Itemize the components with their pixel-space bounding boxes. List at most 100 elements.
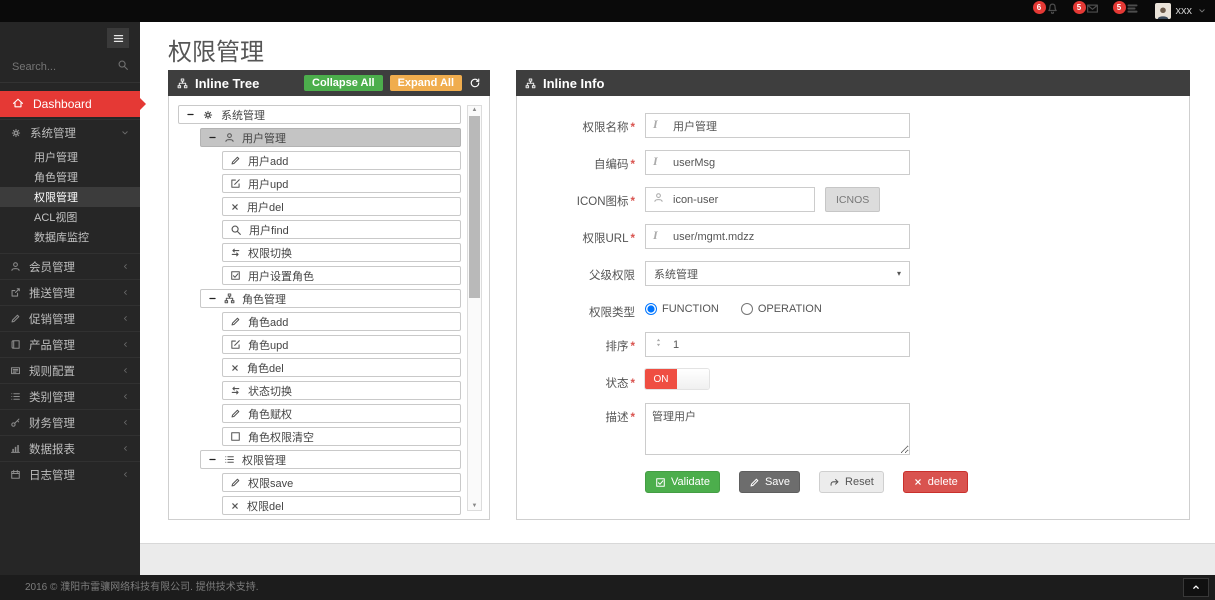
tree-node[interactable]: 角色add [222, 312, 461, 331]
user-avatar [1154, 3, 1171, 19]
parent-permission-select[interactable]: 系统管理 ▾ [645, 261, 910, 286]
scroll-down-arrow-icon[interactable]: ▼ [471, 503, 478, 509]
bell-menu[interactable]: 6 [1032, 0, 1059, 22]
topbar-notifications: 6 5 5 [1032, 0, 1139, 22]
refresh-icon[interactable] [469, 77, 481, 89]
user-menu[interactable]: xxx [1154, 3, 1208, 19]
radio-option-operation[interactable]: OPERATION [740, 303, 822, 315]
scroll-to-top-button[interactable] [1183, 578, 1209, 597]
sidebar-subitem[interactable]: 角色管理 [34, 172, 78, 184]
icnos-button[interactable]: ICNOS [825, 187, 881, 212]
sidebar-item[interactable]: 产品管理 [0, 331, 140, 357]
sidebar-item[interactable]: 促销管理 [0, 305, 140, 331]
field-label: 排序 * [605, 341, 635, 353]
sidebar-item[interactable]: 类别管理 [0, 383, 140, 409]
sidebar-item[interactable]: 数据报表 [0, 435, 140, 461]
collapse-toggle-icon[interactable] [186, 110, 195, 119]
tree-node-label: 权限管理 [242, 454, 286, 467]
tree-node[interactable]: 权限save [222, 473, 461, 492]
sidebar-item-label: 推送管理 [29, 287, 75, 300]
sidebar-item[interactable]: 推送管理 [0, 279, 140, 305]
collapse-all-button[interactable]: Collapse All [304, 75, 383, 91]
sidebar-menu: 系统管理 用户管理角色管理权限管理 ACL视图数据库监控 会员管理 推送管理 促销… [0, 119, 140, 487]
tree-node[interactable]: 角色del [222, 358, 461, 377]
topbar: 6 5 5 xxx [0, 0, 1215, 22]
reset-button[interactable]: Reset [819, 471, 884, 493]
save-button[interactable]: Save [738, 471, 801, 493]
search-icon[interactable] [117, 58, 129, 76]
pencil-icon [230, 155, 241, 166]
button-label: Reset [845, 476, 874, 488]
tasks-menu[interactable]: 5 [1112, 0, 1139, 22]
icon-input[interactable] [645, 187, 815, 212]
x-icon [913, 477, 923, 487]
sidebar-item[interactable]: 规则配置 [0, 357, 140, 383]
delete-button[interactable]: delete [902, 471, 968, 493]
form-rows: 权限名称* I 自编码* I ICON图标* ICNOS 权限URL* I 父级权限 系… [517, 96, 1189, 455]
chevron-left-icon [121, 262, 130, 271]
validate-button[interactable]: Validate [645, 471, 720, 493]
tree-node[interactable]: 用户设置角色 [222, 266, 461, 285]
status-toggle[interactable]: ON [645, 369, 709, 389]
sidebar-subitem[interactable]: ACL视图 [34, 212, 78, 224]
radio-input[interactable] [645, 303, 657, 315]
tree-node[interactable]: 用户del [222, 197, 461, 216]
exchange-icon [230, 247, 241, 258]
tree-node-label: 权限save [248, 477, 294, 490]
scrollbar-thumb[interactable] [469, 116, 480, 298]
sidebar-subitem[interactable]: 权限管理 [0, 187, 140, 207]
sidebar-subitem[interactable]: 用户管理 [34, 152, 78, 164]
tree-node[interactable]: 角色管理 [200, 289, 461, 308]
reply-icon [829, 477, 840, 488]
tree-node[interactable]: 用户add [222, 151, 461, 170]
tree-node[interactable]: 角色upd [222, 335, 461, 354]
tree-node-label: 用户del [247, 201, 284, 214]
sidebar-item[interactable]: 财务管理 [0, 409, 140, 435]
newspaper-icon [10, 365, 21, 376]
collapse-toggle-icon[interactable] [208, 455, 217, 464]
radio-input[interactable] [740, 303, 753, 315]
tree-node[interactable]: 角色赋权 [222, 404, 461, 423]
sidebar-item[interactable]: 系统管理 [0, 119, 140, 145]
search-input[interactable] [12, 61, 128, 73]
collapse-toggle-icon[interactable] [208, 294, 217, 303]
tree-node-label: 角色add [248, 316, 289, 329]
sidebar-subitem[interactable]: 数据库监控 [34, 232, 89, 244]
field-label: 权限类型 [589, 307, 635, 319]
permission-name-input[interactable] [645, 113, 910, 138]
sidebar-item[interactable]: 会员管理 [0, 253, 140, 279]
sitemap-icon [525, 78, 536, 89]
tree-node[interactable]: 用户find [222, 220, 461, 239]
expand-all-button[interactable]: Expand All [389, 75, 462, 91]
tree-node[interactable]: 系统管理 [178, 105, 461, 124]
tree-node[interactable]: 提交检验 [222, 519, 461, 520]
dashboard-label: Dashboard [33, 97, 92, 111]
sidebar-toggle-button[interactable] [107, 28, 129, 48]
envelope-menu[interactable]: 5 [1072, 0, 1099, 22]
radio-option-function[interactable]: FUNCTION [645, 303, 719, 315]
tree-node[interactable]: 用户upd [222, 174, 461, 193]
description-textarea[interactable]: 管理用户 [645, 403, 910, 455]
tree-node[interactable]: 权限del [222, 496, 461, 515]
sort-order-input[interactable] [645, 332, 910, 357]
tree-scrollbar[interactable]: ▲ ▼ [467, 105, 482, 511]
button-label: Save [764, 476, 791, 488]
sidebar-item[interactable]: 日志管理 [0, 461, 140, 487]
collapse-toggle-icon[interactable] [208, 133, 217, 142]
permission-url-input[interactable] [645, 224, 910, 249]
sidebar-item-dashboard[interactable]: Dashboard [0, 91, 146, 117]
tree-node[interactable]: 状态切换 [222, 381, 461, 400]
check-square-icon [230, 270, 241, 281]
pencil-icon [230, 316, 241, 327]
field-label: ICON图标 * [576, 196, 635, 208]
tree-node[interactable]: 用户管理 [200, 128, 461, 147]
chevron-down-icon [1197, 6, 1207, 16]
self-code-input[interactable] [645, 150, 910, 175]
tree-node-label: 系统管理 [221, 109, 265, 122]
tree-node[interactable]: 权限切换 [222, 243, 461, 262]
scroll-up-arrow-icon[interactable]: ▲ [471, 107, 478, 113]
tree-node[interactable]: 角色权限清空 [222, 427, 461, 446]
page-title: 权限管理 [168, 39, 264, 66]
tree-node[interactable]: 权限管理 [200, 450, 461, 469]
x-icon [230, 501, 240, 511]
